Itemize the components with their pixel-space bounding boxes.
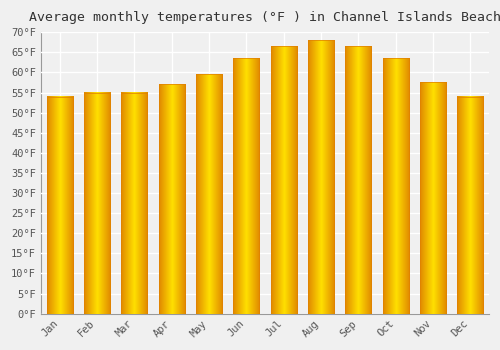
Bar xyxy=(196,75,222,314)
Bar xyxy=(121,92,148,314)
Bar xyxy=(158,84,184,314)
Bar xyxy=(84,92,110,314)
Bar xyxy=(308,40,334,314)
Bar xyxy=(46,97,72,314)
Bar xyxy=(457,97,483,314)
Bar xyxy=(233,58,260,314)
Bar xyxy=(420,83,446,314)
Title: Average monthly temperatures (°F ) in Channel Islands Beach: Average monthly temperatures (°F ) in Ch… xyxy=(29,11,500,24)
Bar xyxy=(382,58,408,314)
Bar xyxy=(270,46,296,314)
Bar xyxy=(345,46,372,314)
